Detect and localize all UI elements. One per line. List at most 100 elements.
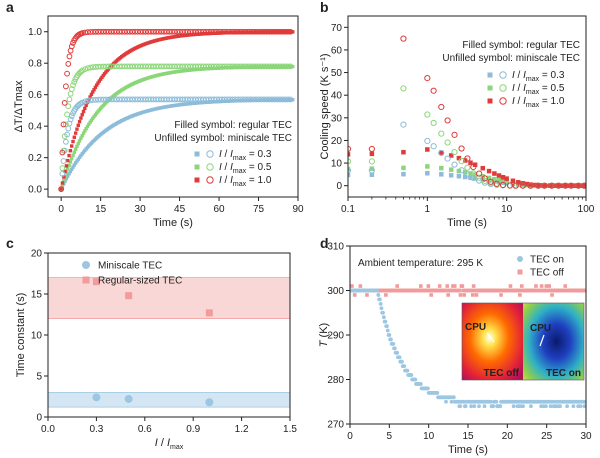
slow-series-point — [71, 165, 75, 169]
slow-series-point — [67, 163, 71, 168]
regular-tec-point — [486, 168, 492, 174]
miniscale-tec-point — [464, 171, 471, 178]
tec-off-point — [549, 288, 553, 293]
fast-series-point — [59, 170, 66, 177]
tec-off-point — [358, 284, 363, 288]
miniscale-tec-point — [438, 149, 445, 157]
regular-tec-point — [581, 183, 586, 188]
miniscale-tec-point — [368, 145, 375, 153]
tec-on-point — [389, 337, 393, 342]
regular-tec-point — [468, 160, 473, 165]
slow-series-point — [88, 95, 92, 99]
panel-c-x-tick-label: 0.3 — [89, 424, 103, 435]
tec-off-point — [499, 293, 503, 297]
regular-tec-point — [401, 165, 406, 171]
miniscale-tec-point — [424, 111, 431, 118]
slow-series-point — [73, 147, 78, 151]
slow-series-point — [77, 119, 82, 124]
slow-series-point — [81, 131, 86, 135]
tec-on-point — [529, 404, 533, 409]
legend-label: I / Imax = 0.3 — [219, 149, 272, 162]
fast-series-point — [68, 43, 75, 50]
tec-on-point — [571, 404, 576, 409]
panel-label-c: c — [6, 235, 14, 251]
panel-a-y-tick-label: 0.6 — [28, 90, 42, 101]
tec-on-point — [558, 404, 562, 409]
fast-series-point — [61, 133, 68, 140]
fast-series-point — [68, 86, 75, 92]
panel-c-x-tick-label: 0.0 — [41, 424, 55, 435]
tec-off-point — [394, 288, 399, 293]
tec-off-point — [429, 293, 433, 297]
tec-off-point — [547, 284, 551, 288]
tec-off-point — [384, 293, 388, 297]
slow-series-point — [60, 183, 65, 187]
tec-on-point — [451, 395, 456, 400]
tec-on-point — [378, 301, 383, 306]
tec-on-point — [409, 373, 414, 377]
thermal-image-on — [523, 303, 584, 380]
tec-off-point — [471, 284, 476, 288]
regular-tec-point — [492, 176, 497, 182]
legend-unfilled-marker — [206, 176, 214, 184]
regular-tec-point — [537, 183, 542, 188]
panel-d-ylabel: T (K) — [318, 323, 330, 347]
slow-series-point — [98, 77, 103, 81]
tec-on-point — [385, 328, 390, 333]
tec-on-point — [381, 310, 385, 315]
regular-tec-point — [456, 173, 462, 179]
slow-series-point — [77, 139, 82, 143]
miniscale-tec-point — [458, 167, 465, 174]
tec-off-point — [352, 293, 357, 297]
panel-d-x-tick-label: 15 — [462, 431, 474, 442]
fast-series-point — [87, 97, 94, 104]
miniscale-tec-point — [348, 158, 352, 165]
miniscale-tec-point — [400, 35, 407, 42]
tec-on-point — [477, 404, 481, 409]
slow-series-point — [79, 153, 83, 158]
tec-on-point — [469, 404, 474, 409]
miniscale-tec-point — [458, 157, 465, 165]
tec-on-point — [491, 404, 496, 409]
panel-c-y-tick-label: 0 — [36, 413, 42, 424]
tec-off-point — [508, 284, 513, 288]
panel-a-x-tick-label: 30 — [135, 204, 147, 215]
regular-tec-point — [448, 173, 454, 178]
regular-tec-point — [348, 166, 351, 172]
fast-series-point — [287, 63, 294, 70]
regular-tec-point — [425, 147, 430, 152]
tec-off-point — [533, 288, 537, 293]
miniscale-tec-point — [464, 155, 471, 162]
panel-c-ylabel: Time constant (s) — [15, 293, 27, 378]
regular-tec-point — [205, 309, 213, 317]
legend-title-unfilled: Unfilled symbol: miniscale TEC — [442, 53, 580, 64]
panel-b-y-tick-label: 0 — [336, 181, 342, 192]
tec-on-point — [582, 404, 586, 409]
tec-off-point — [444, 288, 449, 293]
tec-on-point — [400, 359, 404, 364]
regular-tec-point — [401, 171, 406, 177]
inset-border — [461, 302, 585, 381]
tec-on-point — [565, 404, 570, 409]
regular-tec-point — [425, 170, 430, 176]
tec-on-point — [392, 346, 397, 351]
legend-label-tec-off: TEC off — [530, 268, 564, 279]
legend-unfilled-marker — [206, 150, 214, 158]
cpu-arrow-on — [539, 334, 545, 347]
panel-d-legend: TEC on TEC off — [517, 255, 564, 279]
tec-on-point — [449, 399, 454, 404]
fast-series-point — [71, 79, 78, 85]
slow-series-point — [63, 169, 67, 174]
miniscale-tec-point — [368, 158, 375, 165]
miniscale-tec-point — [493, 180, 500, 187]
miniscale-tec-point — [451, 148, 458, 156]
tec-off-point — [517, 288, 521, 293]
legend-filled-marker — [194, 151, 200, 157]
ambient-temperature-note: Ambient temperature: 295 K — [358, 258, 483, 269]
slow-series-point — [101, 73, 105, 78]
miniscale-tec-point — [575, 182, 582, 189]
regular-tec-point — [448, 153, 454, 158]
slow-series-point — [87, 122, 91, 127]
regular-tec-point — [500, 174, 506, 180]
fast-series-point — [60, 121, 67, 128]
